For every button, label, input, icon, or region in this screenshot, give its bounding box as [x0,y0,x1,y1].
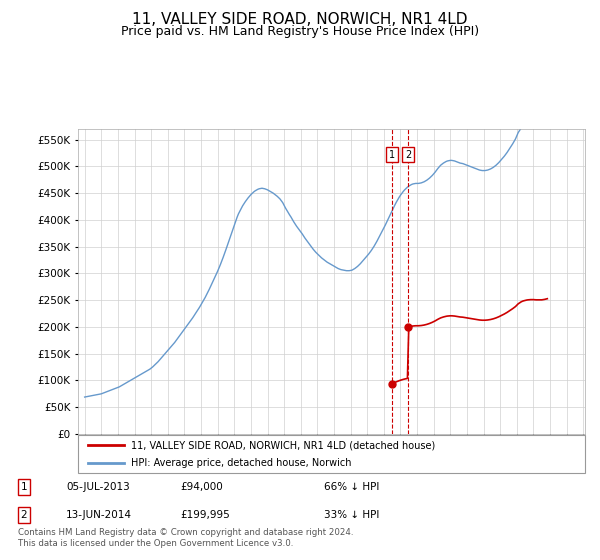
Text: Contains HM Land Registry data © Crown copyright and database right 2024.
This d: Contains HM Land Registry data © Crown c… [18,528,353,548]
Text: Price paid vs. HM Land Registry's House Price Index (HPI): Price paid vs. HM Land Registry's House … [121,25,479,38]
Text: 2: 2 [405,150,411,160]
Text: 1: 1 [389,150,395,160]
Text: 33% ↓ HPI: 33% ↓ HPI [324,510,379,520]
Text: 11, VALLEY SIDE ROAD, NORWICH, NR1 4LD (detached house): 11, VALLEY SIDE ROAD, NORWICH, NR1 4LD (… [131,440,436,450]
Text: 1: 1 [20,482,28,492]
Text: £94,000: £94,000 [180,482,223,492]
Text: 2: 2 [20,510,28,520]
Text: £199,995: £199,995 [180,510,230,520]
FancyBboxPatch shape [78,435,585,473]
Text: 66% ↓ HPI: 66% ↓ HPI [324,482,379,492]
Text: 13-JUN-2014: 13-JUN-2014 [66,510,132,520]
Text: 05-JUL-2013: 05-JUL-2013 [66,482,130,492]
Text: HPI: Average price, detached house, Norwich: HPI: Average price, detached house, Norw… [131,458,352,468]
Text: 11, VALLEY SIDE ROAD, NORWICH, NR1 4LD: 11, VALLEY SIDE ROAD, NORWICH, NR1 4LD [132,12,468,27]
